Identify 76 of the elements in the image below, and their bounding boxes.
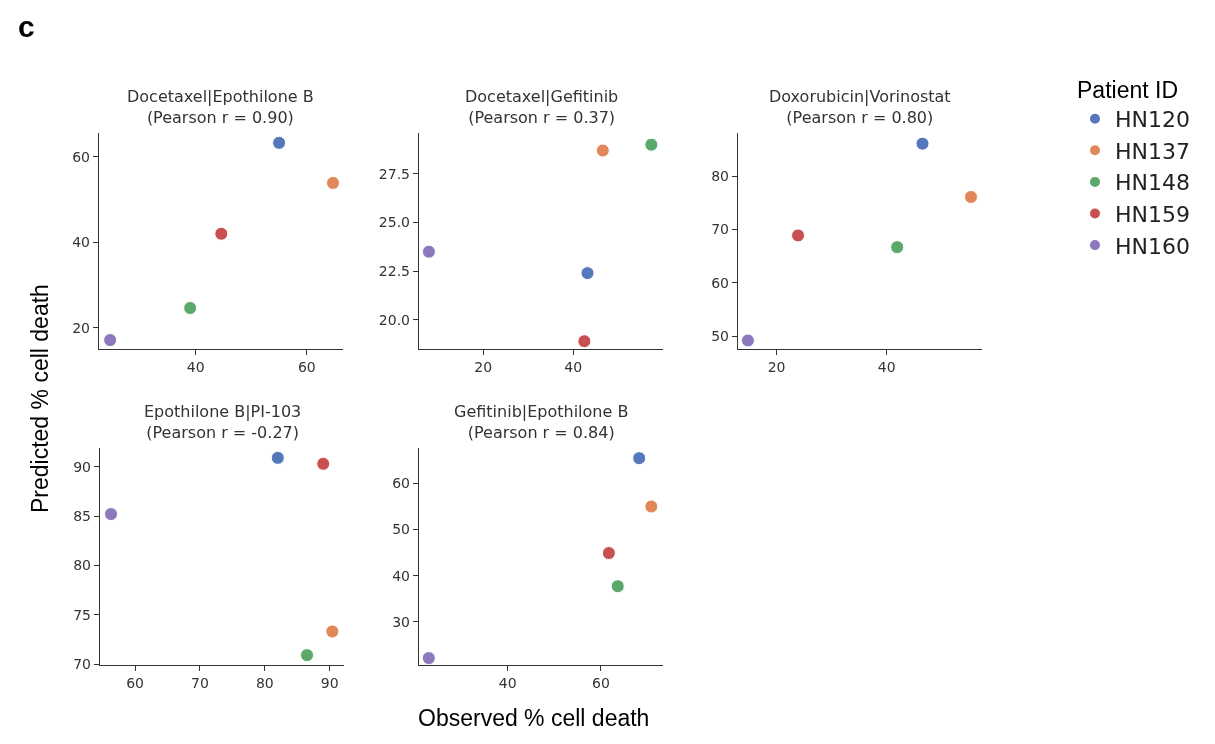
y-tick-label: 20.0 xyxy=(378,311,410,328)
point xyxy=(316,456,331,471)
y-tick-label: 40 xyxy=(72,234,90,251)
point xyxy=(300,648,315,663)
point xyxy=(740,333,755,348)
y-tick-label: 27.5 xyxy=(378,165,410,182)
y-tick-label: 50 xyxy=(392,521,410,538)
y-tick-label: 30 xyxy=(392,613,410,630)
x-tick-label: 40 xyxy=(186,359,205,375)
legend-label: HN137 xyxy=(1115,138,1190,164)
point xyxy=(601,546,616,561)
y-tick-label: 80 xyxy=(73,557,91,574)
point xyxy=(595,143,610,158)
chart-title: Epothilone B|PI-103 xyxy=(144,402,302,421)
chart-title: Docetaxel|Epothilone B xyxy=(127,87,314,106)
y-tick-label: 75 xyxy=(73,606,91,623)
y-tick-label: 22.5 xyxy=(378,263,410,280)
y-tick-label: 20 xyxy=(72,319,90,336)
legend-label: HN159 xyxy=(1115,202,1190,228)
point xyxy=(270,450,285,465)
point xyxy=(791,228,806,243)
x-tick-label: 60 xyxy=(126,675,144,691)
point xyxy=(577,334,592,349)
point xyxy=(103,333,118,348)
point xyxy=(104,507,119,522)
point xyxy=(610,579,625,594)
point xyxy=(963,190,978,204)
point xyxy=(644,499,659,514)
text: c xyxy=(18,10,35,43)
legend-title: Patient ID xyxy=(1077,76,1178,103)
y-tick-label: 60 xyxy=(392,475,410,492)
point xyxy=(214,226,229,241)
y-tick-label: 70 xyxy=(711,221,729,238)
x-tick-label: 60 xyxy=(592,675,610,691)
point xyxy=(183,301,198,316)
chart-subtitle: (Pearson r = 0.80) xyxy=(786,107,934,127)
y-tick-label: 70 xyxy=(73,655,91,672)
legend-label: HN120 xyxy=(1115,107,1190,133)
point xyxy=(915,136,930,151)
y-tick-label: 60 xyxy=(72,148,90,165)
chart-title: Docetaxel|Gefitinib xyxy=(465,87,619,106)
point xyxy=(421,651,436,666)
y-tick-label: 60 xyxy=(711,274,729,291)
x-tick-label: 20 xyxy=(474,359,493,375)
point xyxy=(632,451,647,466)
point xyxy=(580,266,595,281)
x-tick-label: 40 xyxy=(498,675,517,691)
x-tick-label: 70 xyxy=(191,675,209,691)
legend-label: HN148 xyxy=(1115,170,1190,196)
point xyxy=(421,244,436,259)
chart-title: Gefitinib|Epothilone B xyxy=(454,402,629,421)
y-axis-title: Predicted % cell death xyxy=(27,284,53,513)
point xyxy=(890,240,905,255)
point xyxy=(325,624,340,639)
x-tick-label: 60 xyxy=(297,359,316,375)
y-tick-label: 80 xyxy=(711,168,729,185)
legend-label: HN160 xyxy=(1115,233,1190,259)
chart-subtitle: (Pearson r = -0.27) xyxy=(146,422,299,442)
x-tick-label: 40 xyxy=(564,359,583,375)
chart-title: Doxorubicin|Vorinostat xyxy=(769,87,951,106)
point xyxy=(272,135,287,150)
x-tick-label: 90 xyxy=(320,675,339,691)
chart-subtitle: (Pearson r = 0.90) xyxy=(146,107,294,127)
y-tick-label: 85 xyxy=(73,507,91,524)
point xyxy=(326,175,340,190)
y-tick-label: 25.0 xyxy=(378,214,410,231)
x-axis-title: Observed % cell death xyxy=(418,705,650,731)
x-tick-label: 40 xyxy=(877,359,896,375)
x-tick-label: 20 xyxy=(767,359,786,375)
y-tick-label: 90 xyxy=(73,458,91,475)
y-tick-label: 50 xyxy=(711,328,729,345)
x-tick-label: 80 xyxy=(255,675,274,691)
chart-subtitle: (Pearson r = 0.37) xyxy=(468,107,616,127)
y-tick-label: 40 xyxy=(392,567,410,584)
point xyxy=(644,137,659,152)
chart-subtitle: (Pearson r = 0.84) xyxy=(467,422,615,442)
